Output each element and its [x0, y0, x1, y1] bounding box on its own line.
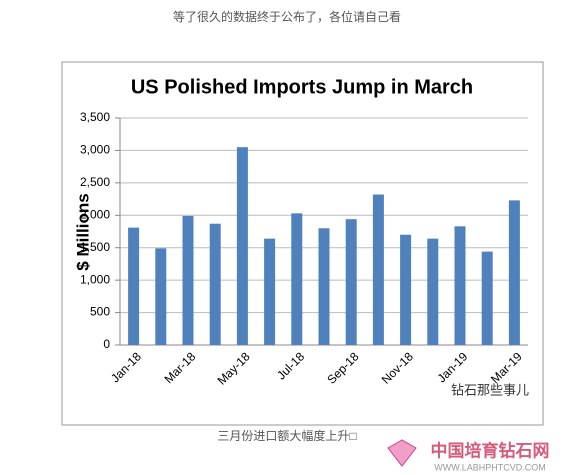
- y-tick-label: 3,000: [80, 143, 110, 157]
- bar: [128, 227, 140, 345]
- bar: [291, 213, 303, 345]
- bar: [182, 215, 194, 345]
- bar: [372, 194, 384, 345]
- logo: [387, 439, 417, 467]
- watermark-url: WWW.LABHPHTCVD.COM: [434, 462, 546, 472]
- bar: [508, 200, 520, 345]
- y-axis-label: $ Millions: [73, 193, 92, 270]
- y-tick-label: 0: [103, 337, 110, 351]
- y-tick-label: 1,500: [80, 240, 110, 254]
- y-tick-label: 500: [90, 305, 110, 319]
- bar: [236, 147, 248, 345]
- bar: [427, 238, 439, 345]
- bar: [155, 248, 167, 345]
- bar: [400, 234, 412, 345]
- chart-title: US Polished Imports Jump in March: [131, 76, 473, 98]
- watermark-name: 中国培育钻石网: [431, 440, 550, 460]
- bar: [209, 223, 221, 345]
- bar: [454, 226, 466, 345]
- bar: [318, 228, 330, 345]
- caption: 三月份进口额大幅度上升□: [217, 428, 356, 443]
- y-tick-label: 2,000: [80, 207, 110, 221]
- y-tick-label: 2,500: [80, 175, 110, 189]
- y-tick-label: 1,000: [80, 272, 110, 286]
- bar: [264, 238, 276, 345]
- bar: [481, 251, 493, 345]
- bar: [345, 219, 357, 345]
- overlay-text: 钻石那些事儿: [451, 382, 529, 397]
- header: 等了很久的数据终于公布了，各位请自己看: [173, 9, 401, 24]
- y-tick-label: 3,500: [80, 110, 110, 124]
